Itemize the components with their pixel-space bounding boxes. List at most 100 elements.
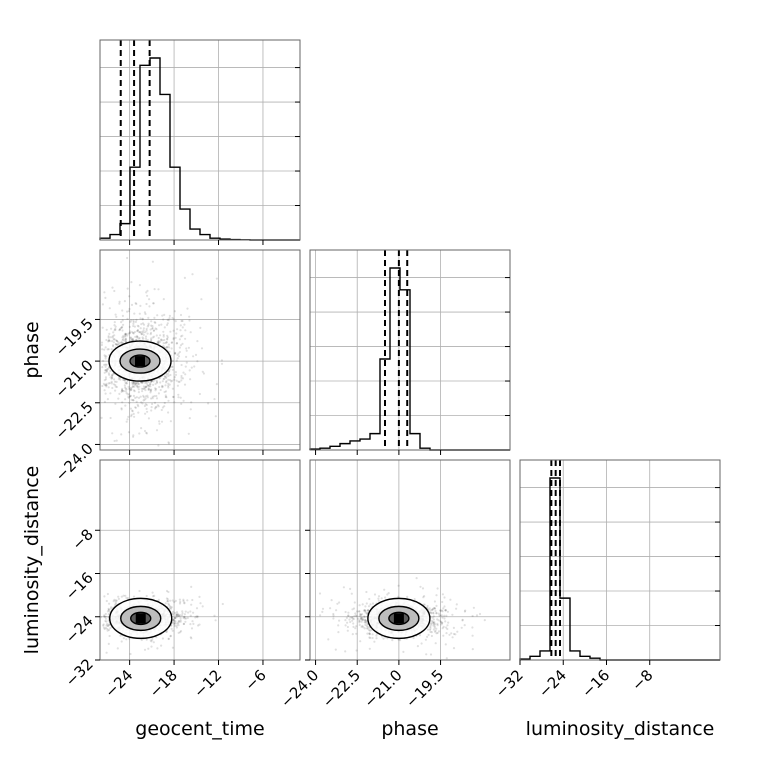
scatter-point [177,614,180,617]
scatter-point [189,378,192,381]
scatter-point [436,618,439,621]
scatter-point [129,652,132,656]
scatter-point [175,332,178,335]
scatter-point [347,614,350,617]
x-tick-label: −24 [535,666,570,701]
scatter-point [149,391,152,394]
scatter-point [171,359,174,362]
scatter-point [190,401,193,404]
panel-frame [99,459,301,661]
scatter-point [436,631,439,635]
scatter-point [177,352,180,355]
scatter-point [143,429,147,433]
scatter-point [144,389,147,392]
scatter-point [318,592,322,595]
scatter-point [130,398,133,401]
scatter-point [137,325,140,328]
scatter-point [108,634,111,638]
scatter-point [141,390,144,393]
scatter-point [199,326,202,329]
scatter-point [121,401,124,404]
scatter-point [214,415,217,418]
scatter-point [134,383,137,387]
scatter-point [114,402,117,405]
scatter-point [126,334,129,337]
y-axis-title-phase: phase [21,321,43,378]
scatter-point [337,631,340,634]
scatter-point [177,355,181,358]
scatter-point [113,324,116,327]
scatter-point [356,610,359,613]
scatter-point [461,619,464,622]
scatter-point [151,327,154,330]
scatter-point [440,614,443,617]
scatter-point [180,335,183,338]
scatter-point [202,372,205,375]
y-tick-label: −22.5 [52,398,97,443]
scatter-point [145,403,148,407]
panel-luminosity-distance-vs-phase [309,459,511,661]
scatter-point [103,615,106,618]
scatter-point [143,398,146,401]
scatter-point [220,362,224,365]
scatter-point [190,585,193,589]
scatter-point [180,379,183,382]
scatter-point [425,653,428,656]
scatter-point [137,391,140,394]
scatter-point [179,631,182,634]
scatter-point [155,379,158,382]
scatter-point [360,618,364,622]
scatter-point [143,387,146,390]
scatter-point [449,598,452,601]
scatter-point [471,634,474,637]
scatter-point [115,339,119,342]
scatter-point [150,338,153,341]
scatter-point [121,314,124,317]
scatter-point [364,619,367,622]
scatter-point [149,380,153,384]
scatter-point [182,622,186,626]
scatter-point [108,339,111,343]
scatter-point [155,429,159,432]
scatter-point [122,338,125,341]
scatter-point [360,625,363,629]
scatter-point [183,383,187,386]
scatter-point [450,632,453,635]
scatter-point [433,623,436,626]
scatter-point [142,396,145,399]
scatter-point [187,346,190,349]
scatter-point [102,626,106,629]
scatter-point [155,328,158,331]
scatter-point [147,388,150,391]
scatter-point [344,650,347,653]
scatter-point [460,626,463,629]
scatter-point [177,380,180,383]
scatter-point [160,338,163,341]
scatter-point [350,616,353,619]
scatter-point [131,409,134,412]
scatter-point [105,384,108,387]
scatter-point [153,321,156,324]
scatter-point [366,627,369,630]
scatter-point [166,318,169,321]
scatter-point [344,610,347,614]
scatter-point [163,390,166,394]
scatter-point [355,615,358,618]
scatter-point [164,394,167,397]
scatter-point [156,341,159,344]
scatter-point [165,630,168,633]
scatter-point [441,627,444,630]
scatter-point [106,629,109,632]
scatter-point [122,637,125,640]
scatter-point [142,327,145,330]
scatter-point [463,624,466,627]
scatter-point [167,343,170,346]
scatter-point [126,256,129,260]
scatter-point [373,640,376,643]
scatter-point [384,596,387,599]
scatter-point [110,374,113,377]
scatter-point [124,594,127,597]
scatter-point [116,647,119,650]
scatter-point [140,381,143,384]
scatter-point [165,341,168,344]
